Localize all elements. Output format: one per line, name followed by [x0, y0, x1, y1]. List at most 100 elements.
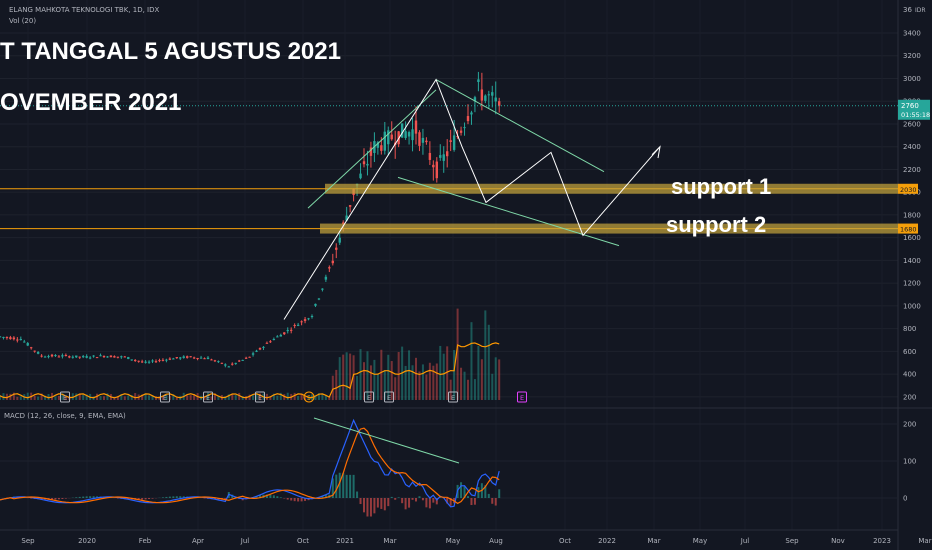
volume-bar	[314, 395, 317, 400]
macd-histogram-bar	[255, 496, 258, 498]
support-price-tag	[898, 223, 918, 234]
macd-histogram-bar	[64, 498, 67, 499]
macd-histogram-bar	[148, 498, 151, 500]
macd-histogram-bar	[168, 496, 171, 498]
volume-bar	[331, 375, 334, 400]
candle-body	[342, 222, 345, 224]
candle-body	[175, 357, 178, 359]
x-tick-label: Apr	[192, 537, 204, 545]
macd-histogram-bar	[373, 498, 376, 514]
volume-bar	[227, 394, 230, 400]
candle-body	[227, 366, 230, 368]
event-marker	[517, 391, 527, 403]
candle-body	[269, 341, 272, 343]
macd-histogram-bar	[300, 498, 303, 502]
x-tick-label: Oct	[559, 537, 571, 545]
candle-body	[95, 357, 99, 359]
candle-body	[206, 357, 210, 360]
price-tick-label: 2400	[903, 143, 921, 151]
macd-histogram-bar	[290, 498, 293, 501]
event-marker-label: 5	[307, 394, 311, 402]
price-tick-label: 2600	[903, 120, 921, 128]
candle-body	[68, 356, 71, 358]
candle-body	[47, 356, 50, 358]
candle-body	[470, 112, 473, 115]
macd-histogram-bar	[137, 498, 140, 500]
macd-histogram-bar	[175, 496, 178, 498]
candle-body	[362, 161, 366, 165]
candle-body	[255, 350, 258, 352]
candle-body	[348, 205, 352, 207]
candle-body	[411, 129, 414, 141]
candle-body	[99, 355, 102, 357]
volume-bar	[103, 396, 105, 400]
macd-histogram-bar	[411, 498, 414, 500]
candle-body	[449, 140, 452, 142]
candle-body	[54, 355, 57, 357]
volume-bar	[99, 396, 102, 400]
macd-histogram-bar	[321, 495, 324, 498]
volume-bar	[324, 395, 327, 400]
candle-body	[286, 330, 289, 332]
macd-histogram-bar	[467, 496, 469, 498]
volume-bar	[203, 396, 206, 400]
macd-label: MACD (12, 26, close, 9, EMA, EMA)	[4, 412, 126, 420]
macd-histogram-bar	[477, 487, 480, 498]
support2-label: support 2	[666, 212, 767, 237]
volume-bar	[9, 393, 12, 400]
macd-histogram-bar	[352, 474, 355, 498]
candle-body	[113, 356, 116, 358]
support-band	[320, 223, 898, 234]
x-tick-label: Mar	[383, 537, 396, 545]
macd-histogram-bar	[463, 486, 466, 498]
price-tick-label: 1800	[903, 211, 921, 219]
candle-body	[359, 173, 362, 179]
volume-bar	[75, 393, 78, 400]
volume-bar	[477, 346, 480, 400]
candle-body	[92, 355, 95, 357]
macd-histogram-bar	[366, 498, 369, 517]
volume-bar	[78, 393, 81, 400]
macd-histogram-bar	[345, 474, 348, 498]
currency-label: IDR	[915, 7, 926, 14]
candle-body	[328, 267, 331, 269]
volume-bar	[61, 393, 64, 400]
event-marker	[303, 391, 315, 403]
x-tick-label: Nov	[831, 537, 845, 545]
candle-body	[26, 343, 29, 346]
volume-bar	[224, 396, 227, 400]
candle-body	[283, 332, 286, 335]
macd-histogram-bar	[487, 493, 490, 498]
candle-body	[192, 357, 196, 359]
volume-bar	[47, 394, 50, 400]
x-tick-label: Aug	[489, 537, 503, 545]
x-tick-label: Jul	[240, 537, 250, 545]
macd-histogram-bar	[421, 498, 424, 501]
event-marker	[60, 391, 70, 403]
candle-body	[442, 154, 445, 161]
macd-histogram-bar	[380, 498, 383, 509]
volume-bar	[338, 357, 341, 400]
macd-histogram-bar	[61, 498, 64, 499]
candle-body	[324, 276, 328, 280]
support-price-tag-label: 1680	[900, 226, 917, 234]
candle-body	[147, 361, 151, 363]
candle-body	[199, 357, 203, 359]
candle-body	[203, 358, 206, 360]
candle-body	[296, 324, 300, 326]
candle-body	[251, 353, 255, 355]
macd-histogram-bar	[404, 498, 407, 510]
candle-body	[30, 347, 33, 349]
macd-histogram-bar	[338, 472, 341, 498]
x-tick-label: Sep	[785, 537, 799, 545]
price-tick-label: 1600	[903, 234, 921, 242]
macd-histogram-bar	[470, 498, 473, 506]
volume-bar	[369, 365, 372, 400]
volume-bar	[207, 392, 209, 400]
volume-bar	[210, 396, 213, 400]
candle-body	[272, 338, 276, 340]
macd-divergence-line	[313, 417, 460, 464]
candle-body	[71, 356, 74, 358]
